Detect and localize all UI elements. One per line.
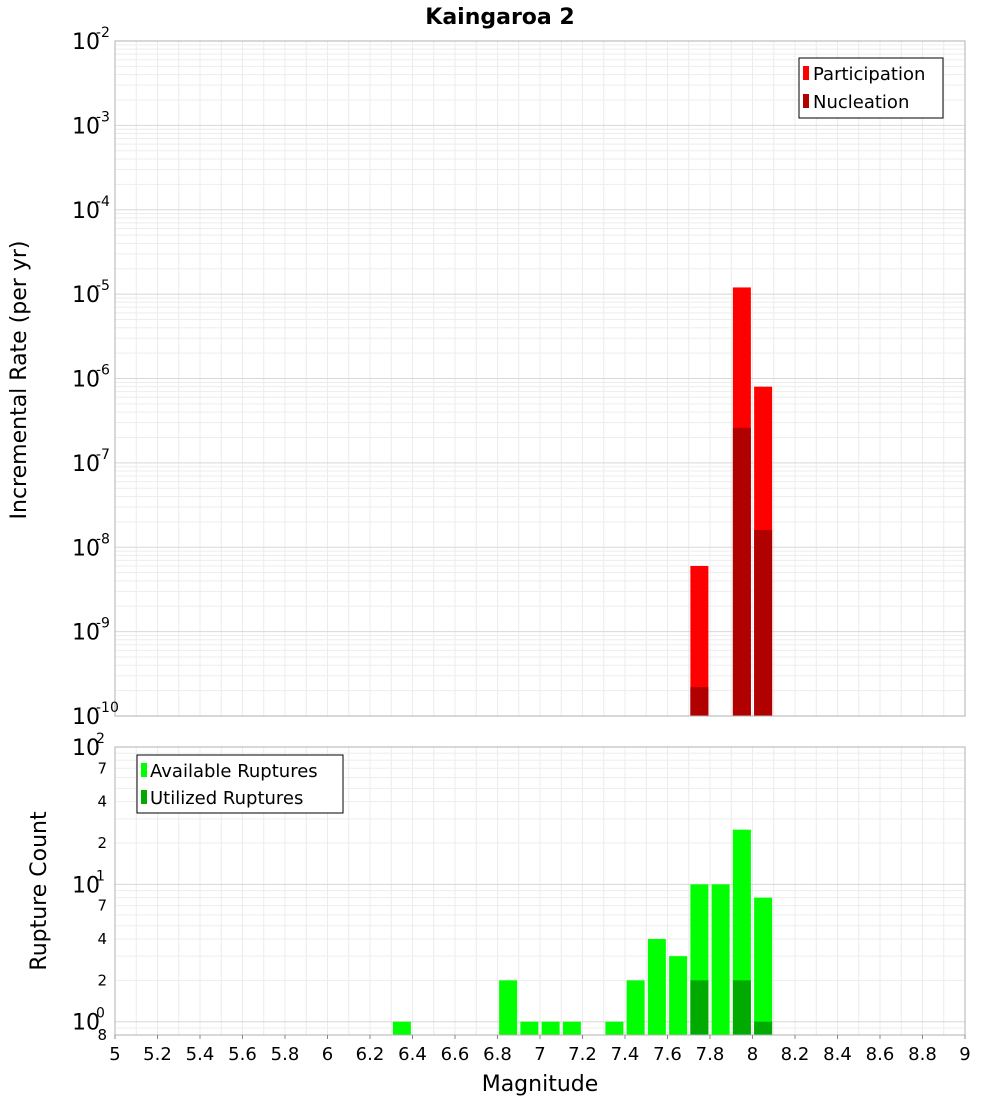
rate-legend: Participation Nucleation xyxy=(798,57,944,119)
rate-y-tick-exponent: -5 xyxy=(96,278,110,294)
available-ruptures-bar xyxy=(605,1021,624,1035)
x-tick-label: 7.8 xyxy=(696,1044,725,1065)
rate-y-tick-label: 10 xyxy=(72,283,100,308)
rate-y-tick-exponent: -2 xyxy=(96,25,110,41)
rate-y-tick-exponent: -9 xyxy=(96,616,110,632)
available-ruptures-bar xyxy=(520,1021,539,1035)
count-y-axis-title: Rupture Count xyxy=(27,811,52,971)
count-y-tick-label: 10 xyxy=(72,1011,100,1036)
rate-y-tick-exponent: -4 xyxy=(96,194,110,210)
count-y-minor-tick-label: 4 xyxy=(97,793,107,811)
count-y-tick-label: 10 xyxy=(72,873,100,898)
x-tick-label: 7.2 xyxy=(568,1044,597,1065)
available-ruptures-bar xyxy=(392,1021,411,1035)
legend-label-nucleation: Nucleation xyxy=(813,92,909,113)
rate-y-tick-label: 10 xyxy=(72,621,100,646)
rate-grid xyxy=(114,41,966,717)
x-tick-label: 5.4 xyxy=(186,1044,215,1065)
x-tick-label: 6.4 xyxy=(398,1044,427,1065)
participation-bar xyxy=(690,565,709,716)
nucleation-bar xyxy=(754,530,773,716)
count-bars xyxy=(392,829,773,1035)
rate-y-tick-label: 10 xyxy=(72,368,100,393)
rate-y-tick-exponent: -7 xyxy=(96,447,110,463)
legend-label-utilized: Utilized Ruptures xyxy=(150,788,303,809)
available-ruptures-bar xyxy=(669,956,688,1035)
rate-y-ticks: 10-210-310-410-510-610-710-810-910-10 xyxy=(72,25,119,730)
rate-panel: 10-210-310-410-510-610-710-810-910-10 In… xyxy=(7,25,966,730)
count-y-tick-exponent: 0 xyxy=(96,1006,105,1022)
x-tick-label: 5.2 xyxy=(143,1044,172,1065)
x-tick-label: 6.8 xyxy=(483,1044,512,1065)
rate-legend-box xyxy=(798,57,944,119)
rate-y-tick-label: 10 xyxy=(72,705,100,730)
utilized-ruptures-bar xyxy=(732,980,751,1035)
rate-y-tick-label: 10 xyxy=(72,114,100,139)
x-tick-label: 7.4 xyxy=(611,1044,640,1065)
rate-y-axis-title: Incremental Rate (per yr) xyxy=(7,241,32,520)
x-axis-ticks: 5 5.2 5.4 5.6 5.8 6 6.2 6.4 6.6 6.8 7 7.2 7.4 7.6 7.8 8… xyxy=(109,1035,971,1065)
x-tick-label: 6.6 xyxy=(441,1044,470,1065)
rate-y-tick-exponent: -3 xyxy=(96,109,110,125)
available-ruptures-bar xyxy=(541,1021,560,1035)
rate-bars xyxy=(690,287,773,716)
count-y-minor-tick-label: 2 xyxy=(97,971,107,989)
count-y-minor-tick-label: 4 xyxy=(97,930,107,948)
x-tick-label: 6.2 xyxy=(356,1044,385,1065)
nucleation-bar xyxy=(732,427,751,716)
rate-y-tick-exponent: -6 xyxy=(96,363,110,379)
available-ruptures-bar xyxy=(711,884,730,1035)
x-tick-label: 8.4 xyxy=(823,1044,852,1065)
legend-label-available: Available Ruptures xyxy=(150,761,318,782)
x-tick-label: 6 xyxy=(322,1044,333,1065)
rate-y-tick-exponent: -10 xyxy=(96,700,119,716)
x-tick-label: 8.8 xyxy=(908,1044,937,1065)
x-tick-label: 5.6 xyxy=(228,1044,257,1065)
count-y-tick-label: 10 xyxy=(72,736,100,761)
count-legend-box xyxy=(136,754,344,814)
available-ruptures-bar xyxy=(647,939,666,1035)
legend-swatch-nucleation xyxy=(803,94,809,108)
count-y-tick-exponent: 1 xyxy=(96,868,105,884)
count-y-minor-tick-label: 7 xyxy=(97,759,107,777)
x-tick-label: 8.6 xyxy=(866,1044,895,1065)
count-legend: Available Ruptures Utilized Ruptures xyxy=(136,754,344,814)
available-ruptures-bar xyxy=(499,980,518,1035)
count-y-minor-tick-label: 8 xyxy=(97,1026,107,1044)
x-tick-label: 8 xyxy=(747,1044,758,1065)
x-tick-label: 5 xyxy=(109,1044,120,1065)
legend-swatch-available xyxy=(141,763,147,777)
rate-y-tick-label: 10 xyxy=(72,536,100,561)
rate-y-tick-label: 10 xyxy=(72,30,100,55)
available-ruptures-bar xyxy=(626,980,645,1035)
nucleation-bar xyxy=(690,687,709,716)
rate-y-tick-label: 10 xyxy=(72,452,100,477)
rate-y-tick-label: 10 xyxy=(72,199,100,224)
legend-swatch-utilized xyxy=(141,790,147,804)
count-y-minor-tick-label: 2 xyxy=(97,834,107,852)
count-y-tick-exponent: 2 xyxy=(96,731,105,747)
x-tick-label: 8.2 xyxy=(781,1044,810,1065)
x-tick-label: 7 xyxy=(534,1044,545,1065)
utilized-ruptures-bar xyxy=(690,980,709,1035)
legend-swatch-participation xyxy=(803,66,809,80)
rate-y-tick-exponent: -8 xyxy=(96,531,110,547)
count-y-minor-tick-label: 7 xyxy=(97,897,107,915)
x-tick-label: 5.8 xyxy=(271,1044,300,1065)
x-tick-label: 9 xyxy=(959,1044,970,1065)
available-ruptures-bar xyxy=(754,897,773,1035)
x-tick-label: 7.6 xyxy=(653,1044,682,1065)
legend-label-participation: Participation xyxy=(813,64,925,85)
x-axis-title: Magnitude xyxy=(482,1072,599,1097)
chart-title: Kaingaroa 2 xyxy=(425,5,574,30)
utilized-ruptures-bar xyxy=(754,1021,773,1035)
available-ruptures-bar xyxy=(562,1021,581,1035)
rate-plot-border xyxy=(114,40,966,717)
